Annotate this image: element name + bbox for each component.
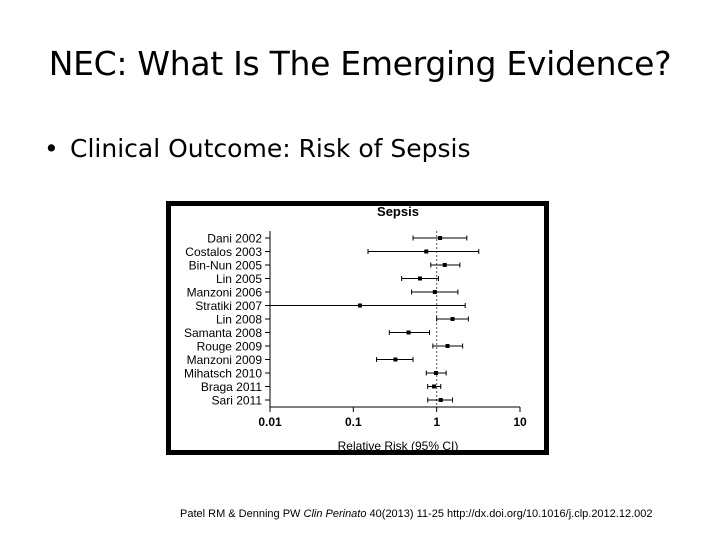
study-label: Bin-Nun 2005	[189, 259, 263, 273]
point-estimate	[442, 263, 447, 267]
plot-background	[171, 206, 544, 450]
point-estimate	[406, 330, 411, 335]
citation-details: 40(2013) 11-25 http://dx.doi.org/10.1016…	[366, 508, 653, 520]
study-label: Braga 2011	[201, 380, 262, 394]
bullet-dot: •	[44, 134, 59, 163]
study-label: Sari 2011	[212, 394, 263, 408]
x-tick-label: 1	[433, 415, 440, 429]
study-label: Lin 2008	[216, 313, 262, 327]
forest-plot-figure: Sepsis 0.01 0.1 1 10 Dani 2002 Costalos 2003 B…	[166, 201, 549, 455]
x-tick-label: 0.1	[345, 415, 362, 429]
point-estimate	[438, 398, 443, 402]
point-estimate	[432, 290, 437, 294]
x-tick-label: 0.01	[258, 415, 282, 429]
point-estimate	[450, 317, 455, 321]
study-label: Samanta 2008	[184, 326, 262, 340]
bullet-text: Clinical Outcome: Risk of Sepsis	[70, 134, 471, 163]
chart-title: Sepsis	[377, 204, 419, 219]
point-estimate	[424, 249, 429, 254]
study-label: Stratiki 2007	[195, 299, 262, 313]
study-label: Dani 2002	[207, 232, 262, 246]
point-estimate	[357, 303, 362, 308]
bullet-item: • Clinical Outcome: Risk of Sepsis	[44, 134, 471, 163]
study-label: Lin 2005	[216, 272, 262, 286]
study-label: Manzoni 2006	[187, 286, 263, 300]
x-tick-label: 10	[513, 415, 527, 429]
citation: Patel RM & Denning PW Clin Perinato 40(2…	[180, 508, 653, 520]
citation-authors: Patel RM & Denning PW	[180, 508, 304, 520]
study-label: Mihatsch 2010	[184, 367, 262, 381]
point-estimate	[445, 344, 450, 348]
point-estimate	[432, 384, 437, 389]
citation-journal: Clin Perinato	[303, 508, 367, 520]
point-estimate	[417, 276, 422, 281]
study-label: Costalos 2003	[185, 245, 262, 259]
slide-title: NEC: What Is The Emerging Evidence?	[48, 44, 672, 83]
x-axis-label: Relative Risk (95% CI)	[338, 439, 459, 453]
study-label: Manzoni 2009	[187, 353, 263, 367]
point-estimate	[433, 371, 438, 375]
study-label: Rouge 2009	[197, 340, 263, 354]
point-estimate	[393, 357, 398, 362]
point-estimate	[438, 236, 443, 240]
